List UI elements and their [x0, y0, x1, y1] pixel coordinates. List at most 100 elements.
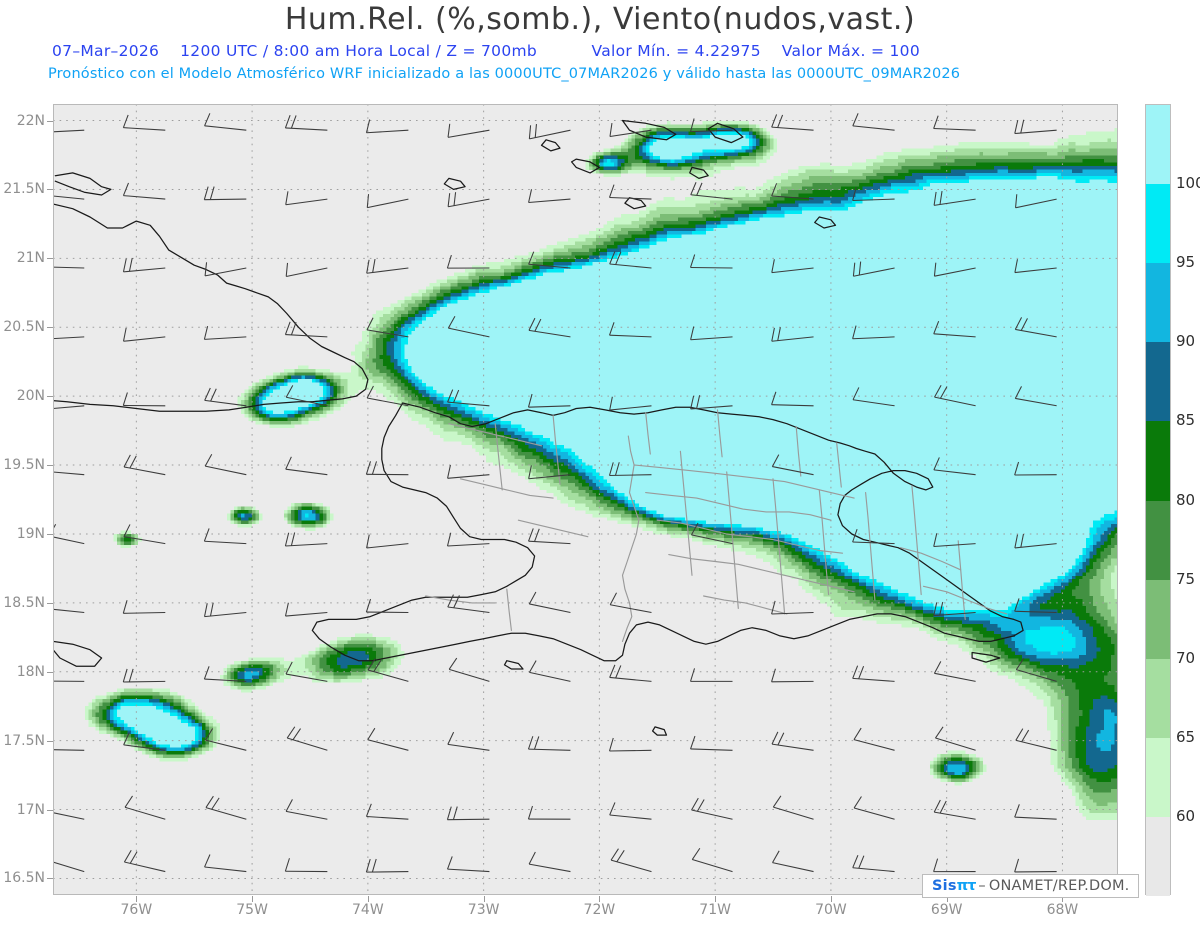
wind-barb [285, 799, 328, 820]
wind-barb-flag [608, 737, 614, 752]
wind-barb-staff [286, 267, 328, 277]
wind-barb [1014, 533, 1057, 549]
wind-barb-staff [205, 807, 247, 820]
wind-barb [610, 848, 652, 873]
wind-barb-staff [690, 266, 733, 269]
wind-barb-staff [609, 334, 652, 338]
wind-barb [124, 795, 166, 820]
wind-barb-staff [529, 129, 571, 140]
wind-barb-staff [610, 859, 652, 873]
wind-barb-flag [1014, 858, 1020, 873]
latitude-label: 16.5N [3, 870, 45, 887]
wind-barb-staff [366, 543, 409, 549]
map-canvas[interactable] [53, 104, 1118, 895]
wind-barb-staff [853, 267, 895, 277]
wind-barb-flag [285, 385, 294, 398]
map-plot-area[interactable] [53, 104, 1118, 895]
wind-barb-flag [690, 395, 695, 410]
wind-barb-staff [447, 743, 490, 751]
latitude-tick [47, 809, 53, 811]
wind-barb-staff [285, 810, 328, 820]
wind-barb-flag [446, 856, 453, 870]
wind-barb-staff [285, 611, 328, 617]
wind-barb-staff [529, 671, 571, 682]
wind-barb-flag [447, 193, 451, 207]
wind-barb-flag [122, 258, 127, 272]
wind-barb [447, 731, 490, 751]
wind-barb-staff [123, 536, 166, 545]
wind-barb-flag [365, 858, 371, 873]
wind-barb [691, 847, 733, 873]
wind-barb-staff [123, 680, 166, 683]
wind-barb-staff [691, 534, 733, 545]
latitude-label: 17.5N [3, 732, 45, 749]
coastline-islet-2 [503, 660, 524, 670]
wind-barb-flag [122, 600, 128, 614]
wind-barb [365, 461, 409, 476]
coastline-islet-1 [971, 651, 1001, 663]
boundary-province-11 [679, 450, 693, 576]
coastline-layer [53, 119, 1024, 736]
wind-barb [447, 464, 490, 479]
wind-barb [203, 186, 247, 201]
wind-barb-staff [933, 333, 976, 338]
wind-barb-staff [934, 267, 976, 277]
boundary-province-17 [899, 547, 962, 571]
wind-barb-staff [123, 336, 166, 342]
wind-barb-staff [285, 543, 328, 547]
wind-barb-staff [204, 267, 247, 277]
wind-barb-flag [772, 850, 780, 863]
boundary-haiti-dept-3 [459, 478, 554, 499]
wind-barb-staff [609, 196, 652, 200]
wind-barb-staff [935, 737, 976, 751]
wind-barb [447, 389, 490, 407]
wind-barb [690, 735, 733, 751]
wind-barb-flag [1014, 386, 1022, 399]
wind-barb [367, 727, 409, 751]
wind-barb-flag [1015, 194, 1018, 208]
wind-barb [53, 129, 85, 133]
wind-barb-flag [453, 389, 460, 403]
boundary-haiti-dept-5 [425, 595, 496, 604]
wind-barb [203, 326, 247, 340]
wind-barb [935, 726, 976, 751]
forecast-run-time: 1200 UTC / 8:00 am Hora Local / Z = 700m… [180, 42, 538, 60]
wind-barb-flag [204, 453, 213, 467]
wind-barb-flag [1014, 259, 1018, 273]
wind-barb [204, 387, 247, 407]
wind-barb-flag [128, 257, 133, 272]
wind-barb [1014, 804, 1057, 820]
wind-barb-staff [609, 263, 652, 269]
wind-barb-flag [1014, 598, 1020, 612]
wind-barb-flag [1021, 729, 1030, 743]
wind-barb [204, 602, 247, 618]
wind-barb-staff [53, 471, 85, 476]
wind-barb [285, 385, 328, 407]
wind-barb [1015, 728, 1057, 751]
wind-barb [366, 317, 409, 338]
wind-barb [447, 594, 490, 614]
wind-barb [366, 534, 409, 549]
wind-barb-flag [447, 594, 454, 608]
wind-barb-flag [1014, 534, 1019, 549]
wind-barb-flag [53, 523, 57, 531]
wind-barb [366, 258, 409, 274]
wind-barb [204, 854, 247, 873]
wind-barb-flag [1020, 318, 1028, 331]
wind-barb-flag [609, 251, 616, 265]
wind-barb [53, 405, 85, 410]
wind-barb-flag [933, 661, 942, 674]
wind-barb-flag [284, 602, 289, 617]
wind-barb-flag [616, 850, 625, 863]
wind-barb-staff [123, 127, 166, 131]
wind-barb-flag [209, 186, 215, 200]
wind-barb [528, 851, 571, 873]
wind-barb-flag [534, 124, 537, 138]
wind-barb-staff [609, 749, 652, 752]
coastline-cuba-keys [54, 172, 112, 196]
colorbar-band [1146, 737, 1170, 818]
forecast-metadata-line: 07–Mar–2026 1200 UTC / 8:00 am Hora Loca… [52, 42, 1172, 60]
wind-barb-flag [771, 600, 776, 615]
wind-barb [852, 113, 895, 131]
wind-barb-flag [853, 727, 862, 740]
